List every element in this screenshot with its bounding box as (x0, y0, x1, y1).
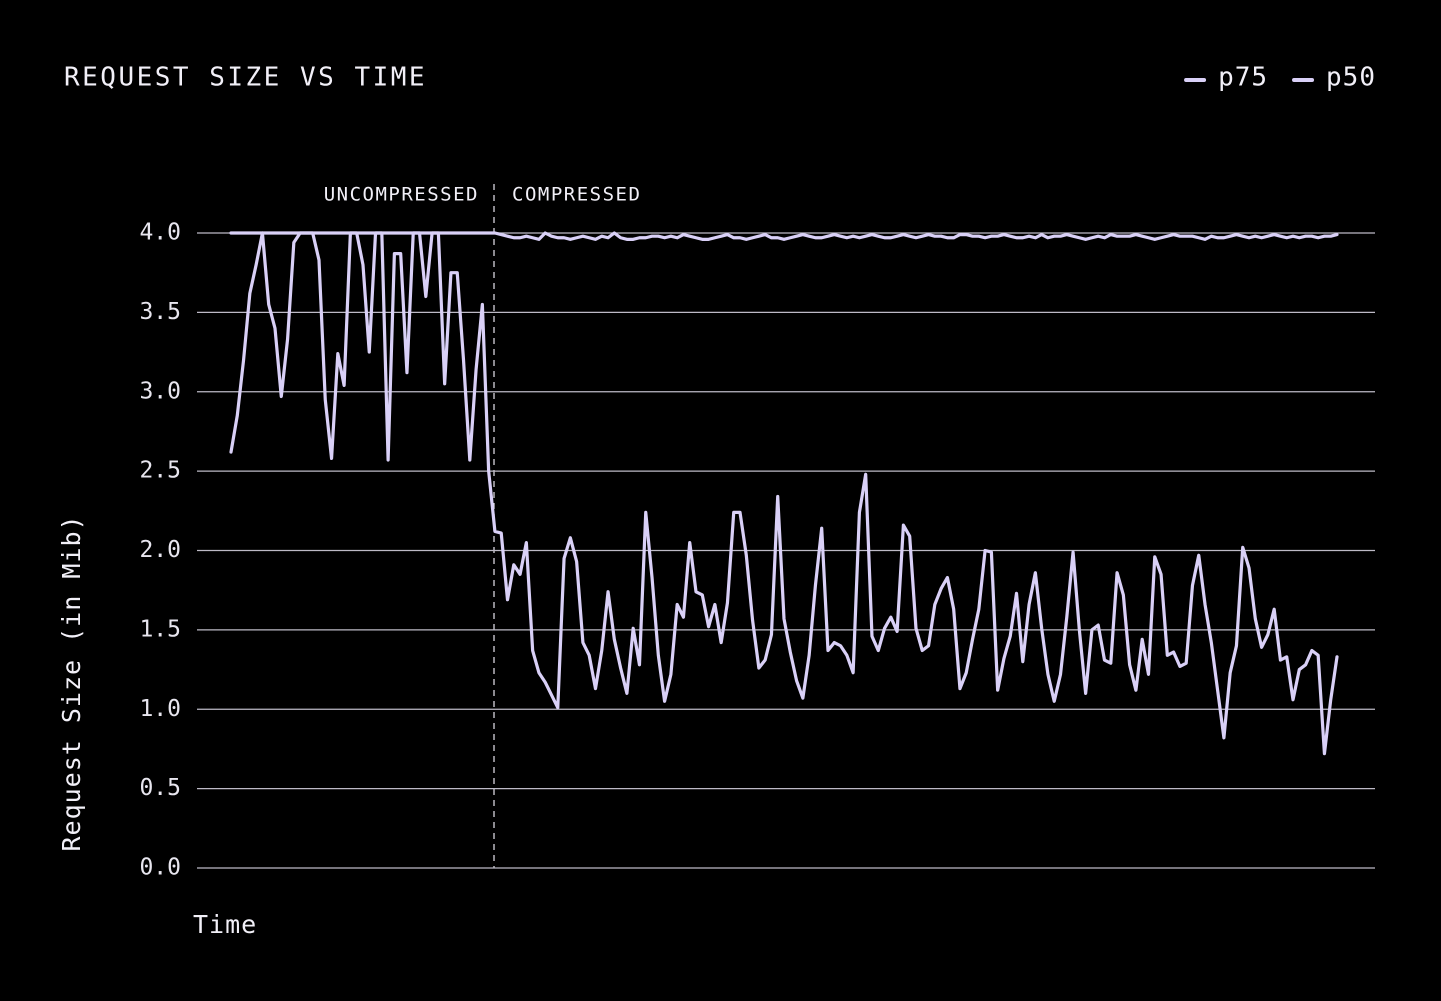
series-line (229, 231, 1339, 756)
annotation: UNCOMPRESSED (324, 184, 479, 206)
x-axis-label: Time (193, 910, 257, 939)
y-tick-label: 1.5 (139, 616, 181, 642)
y-tick-label: 4.0 (139, 220, 181, 246)
y-axis-label: Request Size (in Mib) (57, 514, 86, 851)
y-tick-label: 0.5 (139, 775, 181, 801)
y-tick-label: 0.0 (139, 855, 181, 881)
chart-title: REQUEST SIZE VS TIME (64, 63, 427, 93)
legend-label: p50 (1326, 63, 1376, 93)
legend-label: p75 (1218, 63, 1268, 93)
y-tick-label: 2.5 (139, 458, 181, 484)
y-tick-label: 1.0 (139, 696, 181, 722)
annotation: COMPRESSED (512, 184, 641, 206)
y-tick-label: 2.0 (139, 537, 181, 563)
y-tick-label: 3.5 (139, 299, 181, 325)
y-tick-label: 3.0 (139, 378, 181, 404)
